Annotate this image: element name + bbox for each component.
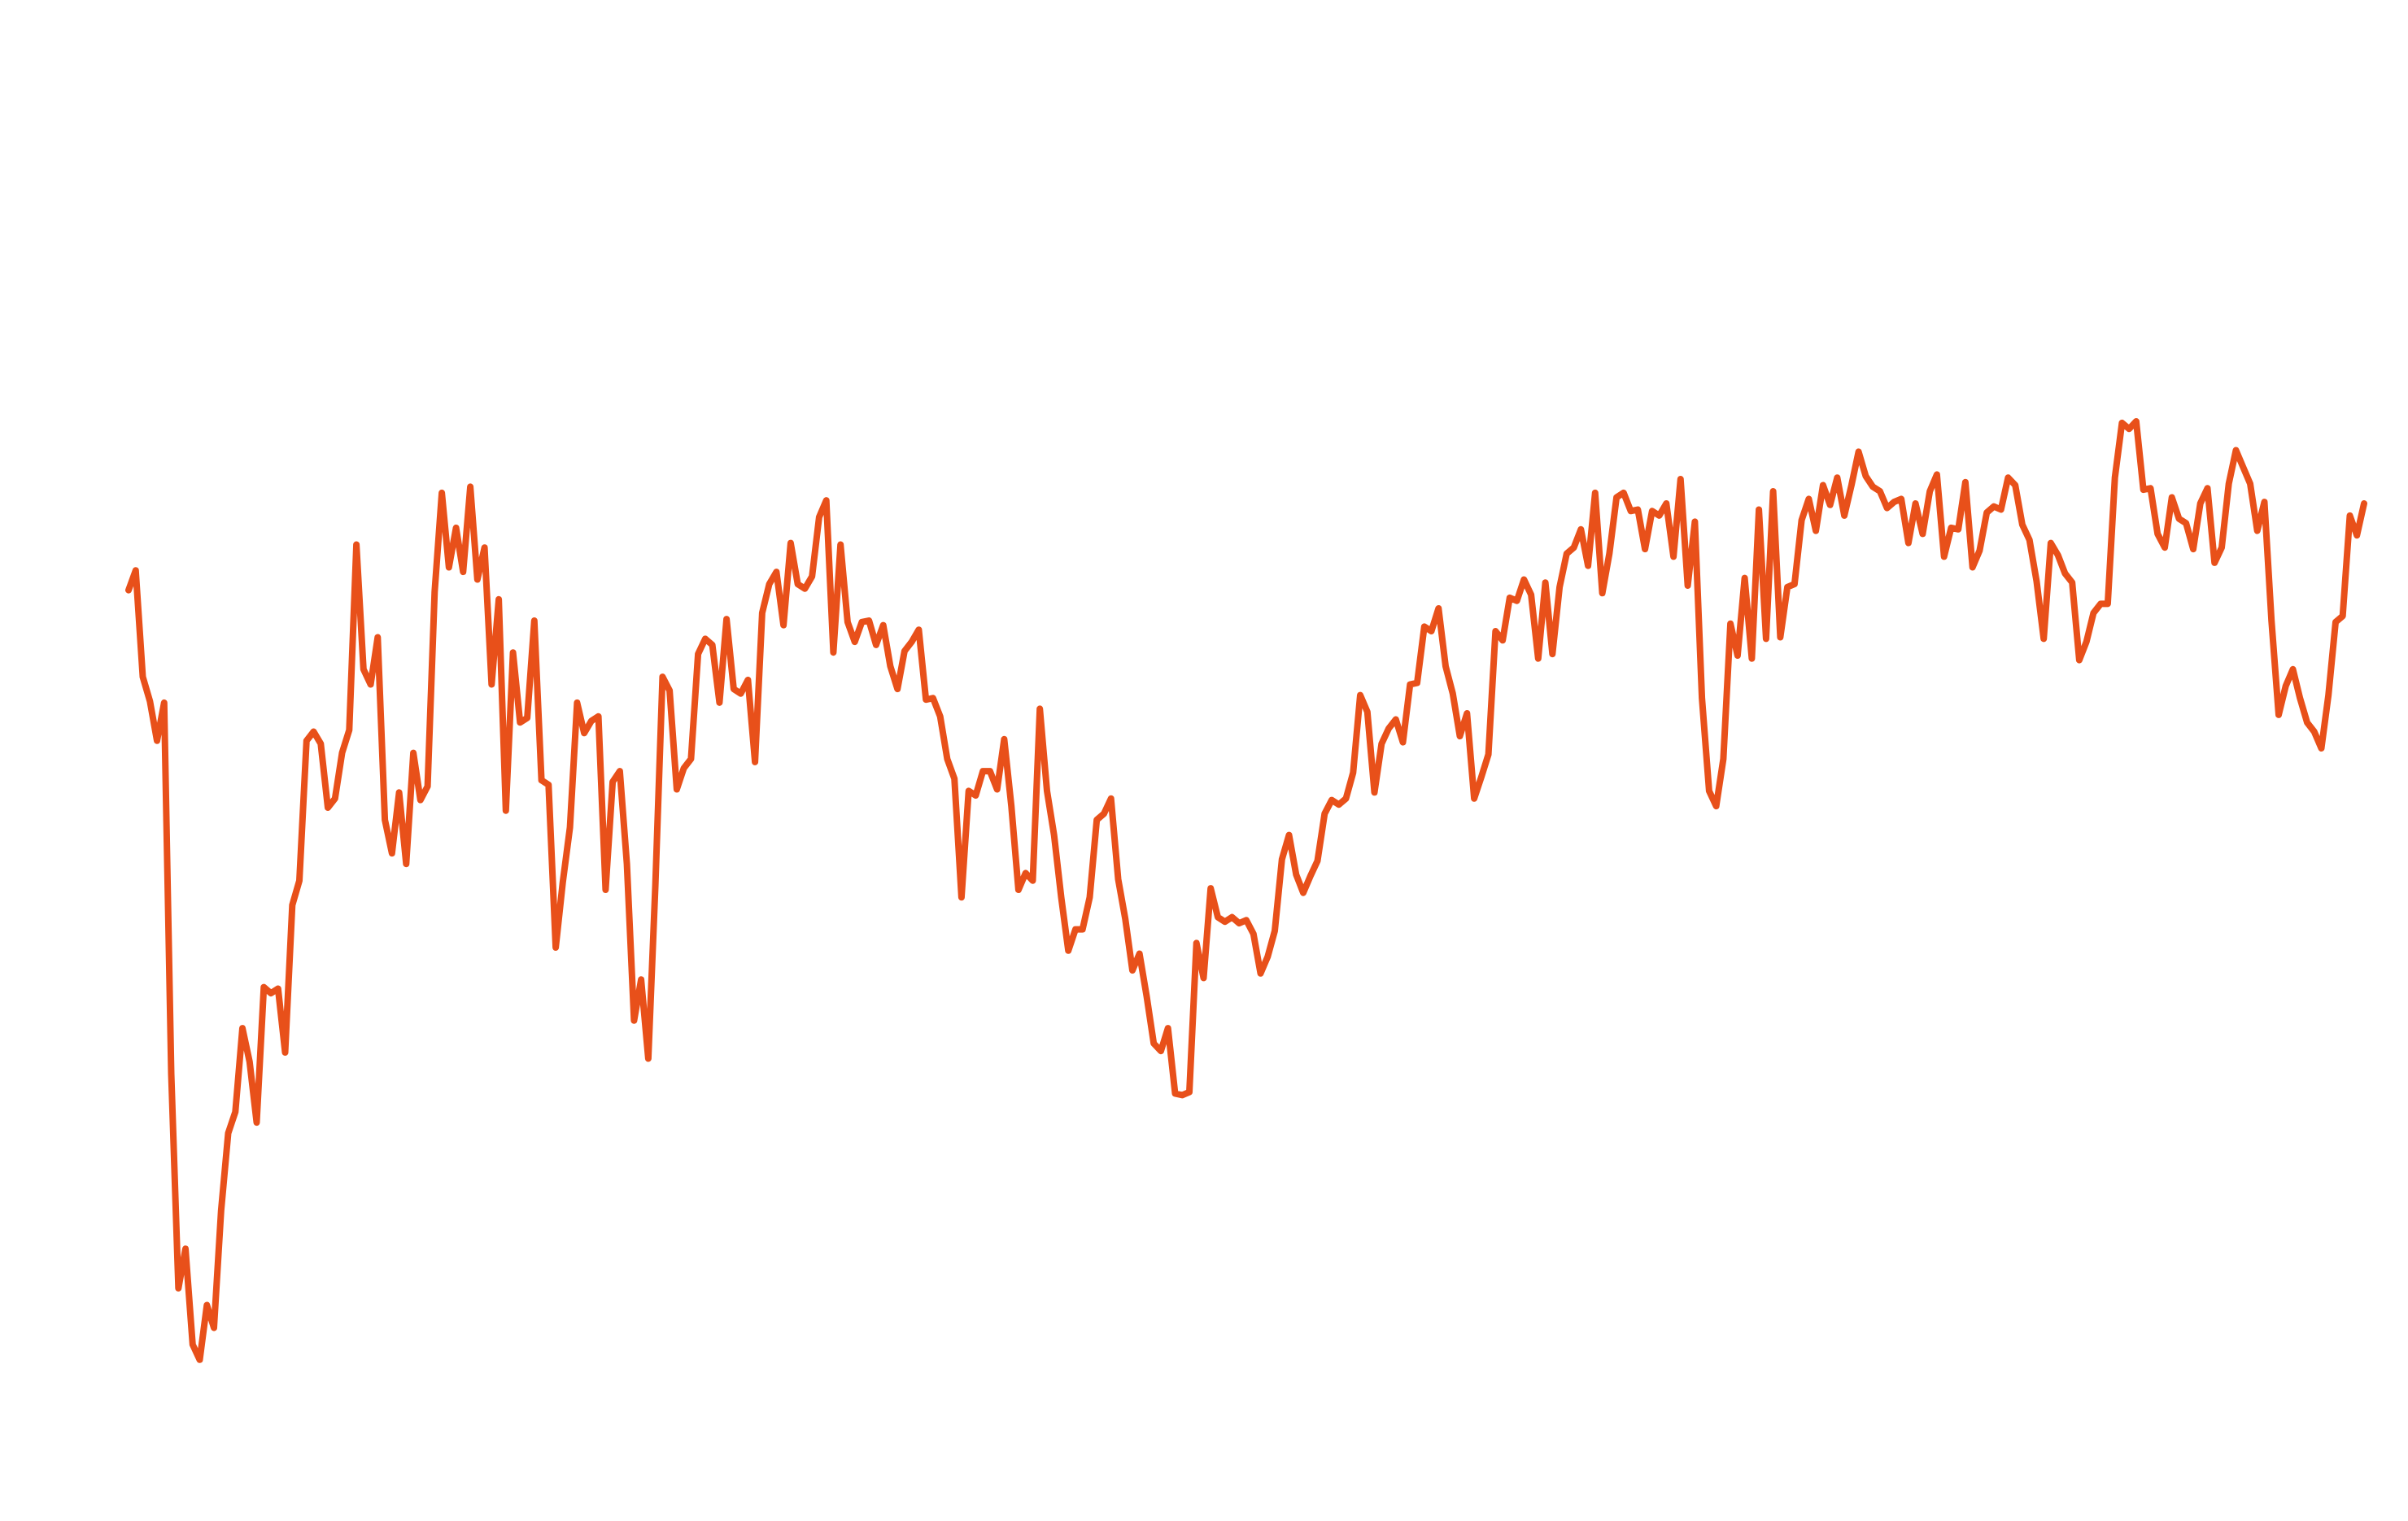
series-layer xyxy=(125,418,2367,1363)
series-line-1 xyxy=(125,418,2367,1363)
